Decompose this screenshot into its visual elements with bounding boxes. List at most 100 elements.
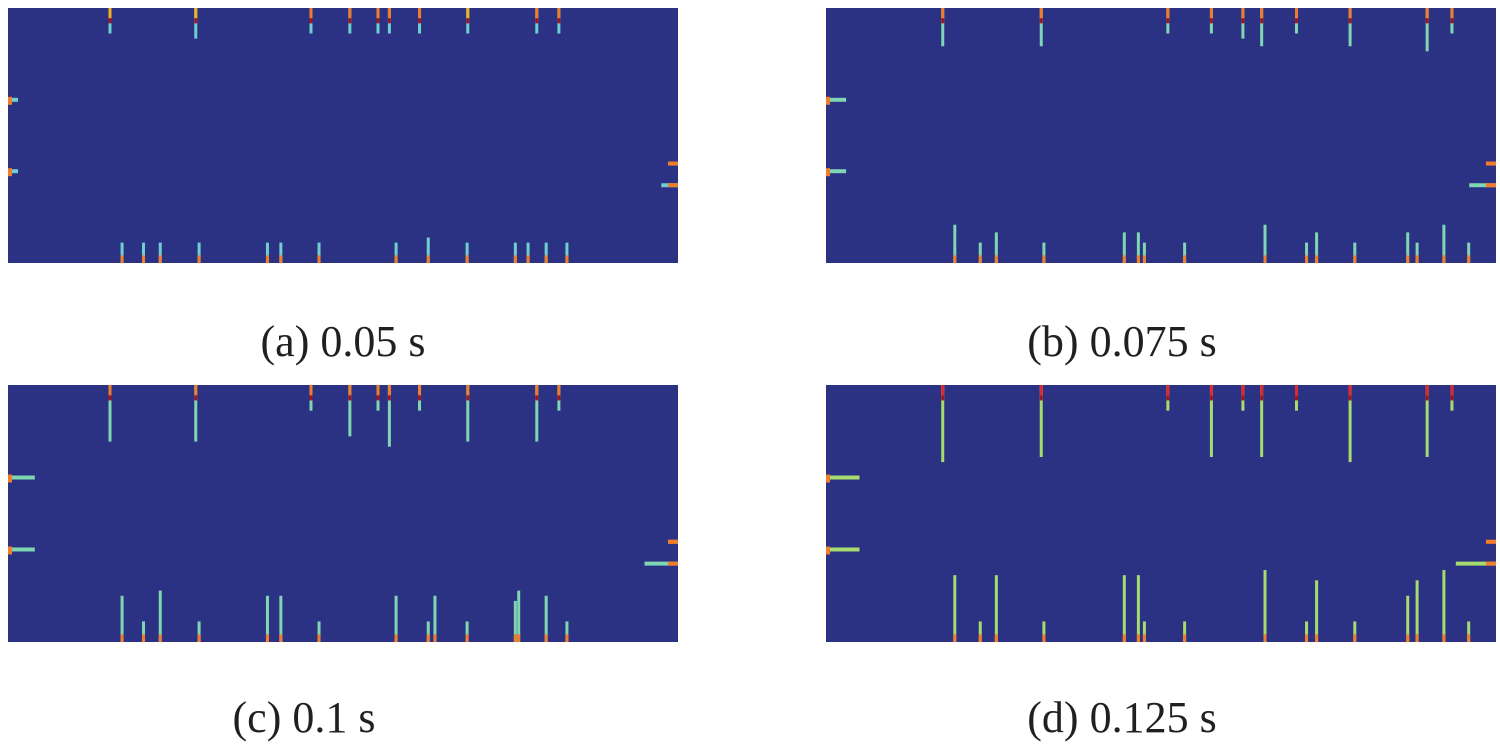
top-streak-core <box>466 395 470 401</box>
bottom-streak <box>513 242 517 263</box>
top-streak-cap <box>941 8 945 19</box>
bottom-streak-cap <box>1183 634 1187 642</box>
bottom-streak <box>978 242 982 263</box>
bottom-streak-cap <box>513 634 517 642</box>
left-streak <box>8 169 19 174</box>
top-streak-cap <box>348 8 352 19</box>
bottom-streak-cap <box>426 634 430 642</box>
top-streak-cap <box>1348 385 1352 396</box>
bottom-streak-cap <box>544 255 548 263</box>
bottom-streak-cap <box>1406 634 1410 642</box>
caption-c: (c) 0.1 s <box>232 693 376 742</box>
top-streak <box>1348 8 1352 47</box>
bottom-streak-cap <box>994 634 998 642</box>
bottom-streak <box>426 621 430 642</box>
bottom-streak-cap <box>513 255 517 263</box>
bottom-streak <box>1042 242 1046 263</box>
bottom-streak-cap <box>1263 255 1267 263</box>
bottom-streak <box>120 242 124 263</box>
top-streak-core <box>418 18 422 24</box>
top-streak-cap <box>376 385 380 396</box>
bottom-streak-cap <box>517 634 521 642</box>
left-streak <box>826 547 860 552</box>
caption-b: (b) 0.075 s <box>1027 317 1217 366</box>
top-streak-cap <box>1209 8 1213 19</box>
bottom-streak-cap <box>1142 634 1146 642</box>
bottom-streak <box>1406 232 1410 263</box>
bottom-streak <box>953 575 957 642</box>
bottom-streak <box>158 242 162 263</box>
top-streak-cap <box>194 8 198 19</box>
bottom-streak-cap <box>953 634 957 642</box>
bottom-streak <box>197 621 201 642</box>
top-streak-core <box>535 18 539 24</box>
bottom-streak <box>1406 595 1410 642</box>
left-streak <box>8 475 35 480</box>
bottom-streak-cap <box>565 255 569 263</box>
bottom-streak-cap <box>544 634 548 642</box>
bottom-streak-cap <box>317 634 321 642</box>
top-streak-cap <box>1039 385 1043 396</box>
left-streak <box>826 169 847 174</box>
top-streak-cap <box>1450 385 1454 396</box>
top-streak <box>1348 385 1352 463</box>
bottom-streak-cap <box>426 255 430 263</box>
bottom-streak <box>1122 575 1126 642</box>
bottom-streak-cap <box>1183 255 1187 263</box>
bottom-streak <box>394 242 398 263</box>
bottom-streak-cap <box>953 255 957 263</box>
bottom-streak <box>978 621 982 642</box>
top-streak-cap <box>1209 385 1213 396</box>
top-streak <box>1260 8 1264 47</box>
bottom-streak <box>1467 242 1471 263</box>
bottom-streak-cap <box>565 634 569 642</box>
bottom-streak-cap <box>265 634 269 642</box>
top-streak-cap <box>418 8 422 19</box>
bottom-streak-cap <box>1415 634 1419 642</box>
bottom-streak <box>142 242 145 263</box>
bottom-streak <box>317 242 321 263</box>
bottom-streak <box>1315 580 1319 642</box>
bottom-streak <box>513 600 517 642</box>
field-background <box>8 385 678 642</box>
top-streak-cap <box>1295 8 1298 19</box>
right-streak <box>1469 183 1496 188</box>
bottom-streak-cap <box>158 634 162 642</box>
bottom-streak <box>1136 575 1140 642</box>
bottom-streak <box>1122 232 1126 263</box>
top-streak-core <box>1450 395 1454 401</box>
bottom-streak-cap <box>265 255 269 263</box>
top-streak-cap <box>108 385 112 396</box>
top-streak-cap <box>1039 8 1043 19</box>
top-streak-core <box>1295 395 1298 401</box>
bottom-streak-cap <box>1442 255 1446 263</box>
bottom-streak-cap <box>279 634 283 642</box>
bottom-streak-cap <box>197 255 201 263</box>
top-streak-core <box>418 395 422 401</box>
bottom-streak <box>1353 242 1357 263</box>
top-streak-core <box>941 18 945 24</box>
bottom-streak-cap <box>994 255 998 263</box>
top-streak-core <box>941 395 945 401</box>
right-streak <box>644 561 678 566</box>
bottom-streak <box>1042 621 1046 642</box>
top-streak-core <box>535 395 539 401</box>
top-streak <box>1425 8 1429 52</box>
top-streak-cap <box>309 385 313 396</box>
bottom-streak <box>1442 570 1446 642</box>
top-streak-core <box>108 18 112 24</box>
top-streak-cap <box>1166 385 1170 396</box>
top-streak-core <box>1425 395 1429 401</box>
top-streak-core <box>1348 18 1352 24</box>
top-streak <box>108 385 112 442</box>
top-streak-core <box>466 18 470 24</box>
bottom-streak <box>1415 580 1419 642</box>
top-streak-cap <box>387 8 391 19</box>
top-streak <box>1039 385 1043 457</box>
bottom-streak-cap <box>978 255 982 263</box>
bottom-streak-cap <box>394 255 398 263</box>
bottom-streak-cap <box>1442 634 1446 642</box>
top-streak <box>1039 8 1043 47</box>
top-streak-core <box>1260 18 1264 24</box>
bottom-streak-cap <box>465 255 469 263</box>
